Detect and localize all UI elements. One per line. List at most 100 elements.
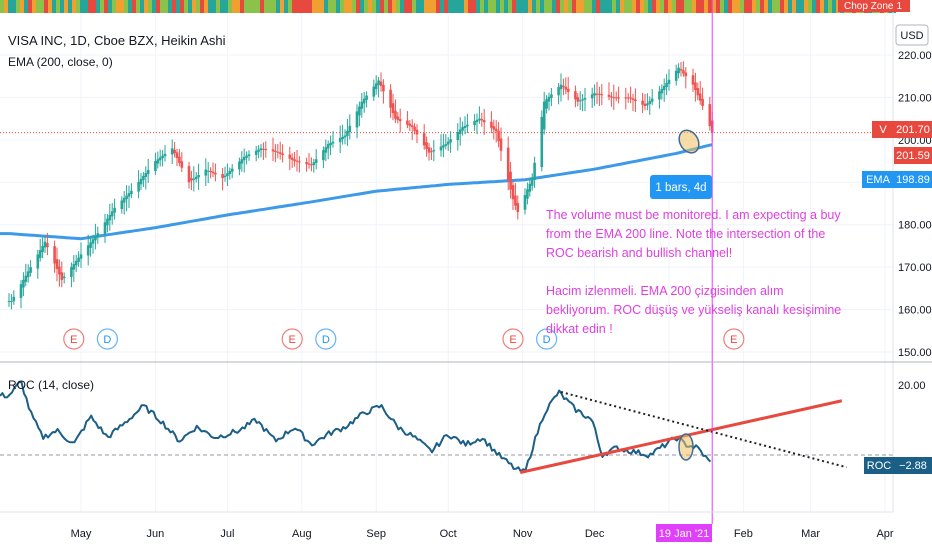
candle-body-down: [612, 97, 616, 99]
candle-body-up: [254, 150, 258, 155]
candle-body-up: [7, 301, 11, 303]
dividend-marker[interactable]: D: [96, 328, 119, 350]
dividend-marker[interactable]: D: [315, 328, 337, 350]
candle-body-up: [230, 168, 234, 172]
event-letter: D: [103, 334, 111, 346]
chop-zone-cell: [228, 0, 232, 13]
chop-zone-cell: [808, 0, 812, 13]
axes-labels: 220.00210.00200.00190.00180.00170.00160.…: [71, 50, 932, 540]
price2-badge: 201.59: [894, 147, 932, 164]
candle-body-down: [516, 203, 520, 212]
chop-zone-cell: [604, 0, 608, 13]
chop-zone-cell: [476, 0, 480, 13]
currency-button[interactable]: USD: [895, 24, 929, 46]
candle-body-up: [677, 67, 680, 74]
candle-body-down: [701, 98, 704, 106]
candle-body-down: [398, 119, 402, 122]
chop-zone-cell: [288, 0, 292, 13]
candle-body-up: [257, 149, 260, 152]
earnings-marker[interactable]: E: [63, 328, 85, 350]
chop-zone-cell: [32, 0, 36, 13]
dividend-marker[interactable]: D: [535, 328, 558, 350]
chop-zone-cell: [484, 0, 488, 13]
candle-body-up: [662, 85, 666, 91]
candle-body-up: [245, 155, 248, 158]
chop-zone-cell: [128, 0, 132, 13]
roc-bearish-trendline[interactable]: [560, 391, 847, 469]
candle-body-down: [211, 171, 215, 174]
roc-badge-value: −2.88: [899, 460, 927, 472]
bars-tooltip-box: [650, 175, 712, 199]
chop-zone-cell: [744, 0, 748, 13]
chop-zone-cell: [152, 0, 156, 13]
chop-zone-cell: [320, 0, 324, 13]
candle-body-down: [511, 185, 515, 200]
chop-zone-cell: [792, 0, 796, 13]
candle-body-down: [494, 128, 498, 132]
chop-zone-cell: [696, 0, 700, 13]
roc-tick-label: 20.00: [898, 380, 926, 392]
chop-zone-cell: [516, 0, 520, 13]
candle-body-up: [72, 263, 76, 270]
chop-zone-cell: [488, 0, 492, 13]
candle-body-up: [29, 267, 32, 273]
candle-body-down: [490, 121, 493, 128]
chop-zone-cell: [680, 0, 684, 13]
chop-zone-cell: [536, 0, 540, 13]
chop-zone-cell: [800, 0, 804, 13]
chop-zone-cell: [612, 0, 616, 13]
chop-zone-cell: [752, 0, 756, 13]
earnings-marker[interactable]: E: [723, 328, 745, 350]
candle-body-down: [624, 97, 628, 99]
annotation-en-line-2: from the EMA 200 line. Note the intersec…: [546, 227, 825, 241]
candle-body-down: [406, 120, 409, 125]
chop-zone-cell: [504, 0, 508, 13]
candle-body-up: [583, 98, 587, 100]
earnings-marker[interactable]: E: [502, 328, 524, 350]
candle-body-up: [41, 245, 44, 253]
candle-body-up: [355, 111, 359, 128]
candle-body-down: [264, 148, 268, 150]
trendlines-layer: [519, 129, 847, 474]
time-tick-label: Dec: [585, 528, 605, 540]
candle-body-up: [163, 153, 167, 157]
candle-body-down: [682, 70, 685, 74]
price-tick-label: 180.00: [898, 220, 932, 232]
candle-body-up: [456, 131, 460, 141]
roc-badge: ROC −2.88: [864, 457, 932, 474]
chop-zone-cell: [452, 0, 456, 13]
time-tick-label: Feb: [734, 528, 753, 540]
chop-zone-cell: [400, 0, 404, 13]
chop-zone-cell: [740, 0, 744, 13]
chop-zone-cell: [104, 0, 108, 13]
candle-body-up: [130, 190, 133, 195]
candle-body-down: [425, 142, 428, 149]
candle-body-up: [362, 98, 366, 104]
roc-intersection-marker: [678, 433, 694, 461]
chop-zone-cell: [324, 0, 328, 13]
candle-body-up: [324, 147, 328, 153]
annotation-english[interactable]: The volume must be monitored. I am expec…: [546, 208, 841, 260]
candle-body-up: [228, 170, 232, 175]
event-letter: E: [70, 334, 77, 346]
chop-zone-cell: [728, 0, 732, 13]
chop-zone-cell: [704, 0, 708, 13]
chop-zone-cell: [80, 0, 84, 13]
currency-box: [895, 24, 929, 46]
chop-zone-cell: [796, 0, 800, 13]
candle-body-up: [91, 239, 95, 244]
price2-value: 201.59: [896, 150, 930, 162]
time-tick-label: Apr: [876, 528, 893, 540]
candle-body-up: [12, 296, 16, 302]
chop-zone-cell: [700, 0, 704, 13]
chop-zone-cell: [244, 0, 248, 13]
chop-zone-cell: [436, 0, 440, 13]
event-letter: D: [322, 334, 330, 346]
candle-body-up: [259, 148, 263, 151]
annotation-turkish[interactable]: Hacim izlenmeli. EMA 200 çizgisinden alı…: [546, 284, 841, 336]
earnings-marker[interactable]: E: [281, 328, 303, 350]
chop-zone-cell: [8, 0, 12, 13]
annotation-en-line-1: The volume must be monitored. I am expec…: [546, 208, 841, 222]
chop-zone-cell: [424, 0, 428, 13]
